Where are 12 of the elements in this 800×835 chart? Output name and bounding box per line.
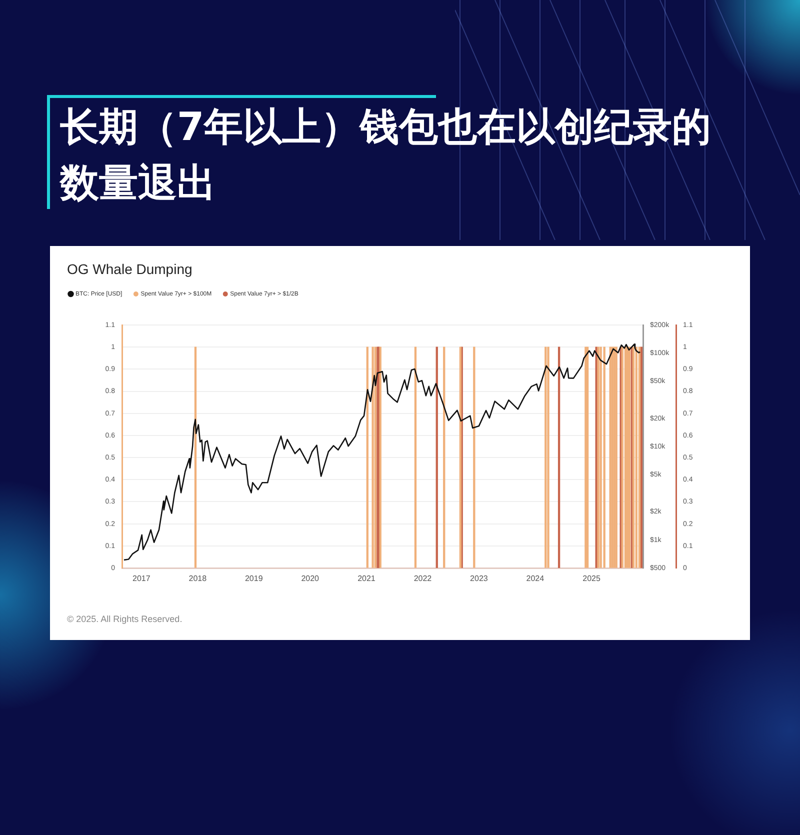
x-tick-label: 2022 xyxy=(414,574,432,584)
x-tick-label: 2018 xyxy=(188,574,208,584)
x-tick-label: 2019 xyxy=(244,574,264,584)
x-tick-label: 2025 xyxy=(582,574,601,584)
chart-title: 长期（7年以上）钱包也在以创纪录的数量退出 xyxy=(60,104,712,208)
chart-subtitle: OG Whale Dumping xyxy=(67,261,192,277)
x-tick-label: 2017 xyxy=(132,574,151,584)
x-tick-label: 2023 xyxy=(470,574,488,584)
text: © 2025. All Rights Reserved. xyxy=(67,614,182,624)
x-tick-label: 2024 xyxy=(526,574,545,584)
x-tick-label: 2021 xyxy=(358,574,376,584)
x-tick-label: 2020 xyxy=(301,574,320,584)
